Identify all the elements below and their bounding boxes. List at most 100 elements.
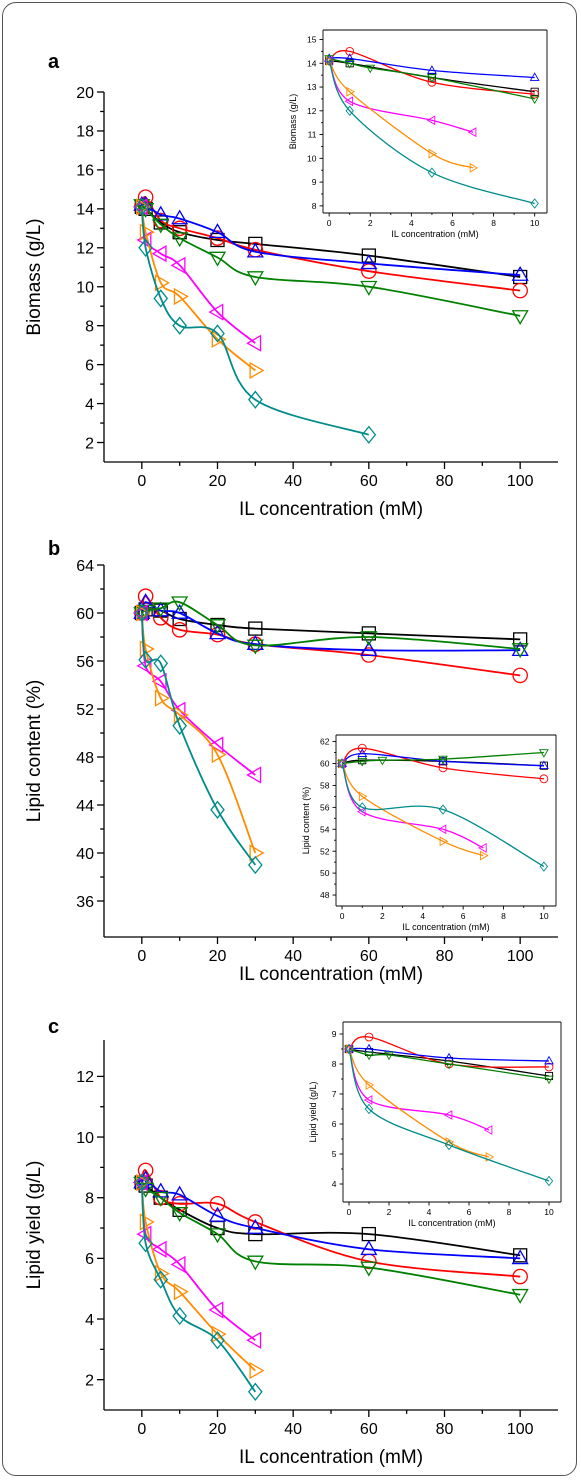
- diamond-marker: [138, 1234, 153, 1253]
- diamond-marker: [134, 1173, 150, 1192]
- series-triangle-up: [133, 593, 529, 657]
- y-tick-label: 11: [308, 130, 317, 140]
- diamond-marker: [544, 1175, 554, 1187]
- x-tick-label: 4: [427, 1207, 432, 1217]
- series-line: [140, 595, 521, 677]
- triangle-right-marker: [439, 836, 449, 847]
- y-tick-label: 8: [332, 1059, 337, 1069]
- triangle-right-marker: [154, 689, 170, 707]
- y-tick-label: 54: [320, 824, 330, 834]
- circle-marker: [512, 1268, 528, 1285]
- triangle-down-marker: [538, 749, 549, 758]
- triangle-up-marker: [208, 1206, 227, 1222]
- series-triangle-left: [132, 604, 262, 784]
- triangle-right-marker: [135, 1173, 151, 1192]
- series-line: [140, 206, 370, 436]
- triangle-down-marker: [544, 1075, 554, 1085]
- x-tick-label: 20: [209, 473, 227, 490]
- x-tick-label: 4: [409, 218, 414, 228]
- diamond-marker: [134, 603, 150, 623]
- triangle-up-marker: [246, 635, 264, 651]
- series-line: [341, 763, 484, 857]
- inset-y-axis-title: Lipid content (%): [301, 787, 311, 855]
- series-line: [140, 1182, 257, 1393]
- triangle-up-marker: [171, 1185, 189, 1201]
- x-tick-label: 80: [436, 1421, 454, 1438]
- series-triangle-right: [135, 1173, 265, 1380]
- triangle-up-marker: [246, 1218, 264, 1234]
- y-tick-label: 36: [76, 894, 94, 911]
- triangle-up-marker: [511, 265, 529, 281]
- series-diamond: [324, 55, 539, 209]
- series-triangle-right: [135, 198, 265, 380]
- inset-x-axis-title: IL concentration (mM): [408, 1218, 495, 1228]
- triangle-left-marker: [323, 55, 333, 66]
- y-tick-label: 15: [307, 35, 317, 45]
- triangle-left-marker: [437, 824, 447, 835]
- y-tick-label: 20: [76, 85, 94, 102]
- series-line: [348, 1048, 490, 1131]
- triangle-down-marker: [384, 1051, 394, 1061]
- diamond-marker: [134, 197, 150, 217]
- diamond-marker: [427, 167, 437, 178]
- series-triangle-down: [337, 749, 549, 769]
- triangle-down-marker: [152, 218, 170, 234]
- x-tick-label: 0: [137, 948, 146, 965]
- y-tick-label: 58: [320, 780, 330, 790]
- circle-marker: [247, 1214, 264, 1230]
- diamond-marker: [337, 758, 347, 769]
- circle-marker: [544, 1062, 554, 1072]
- inset-y-axis-title: Biomass (g/L): [288, 94, 298, 150]
- triangle-down-marker: [511, 643, 529, 659]
- triangle-left-marker: [208, 303, 224, 321]
- triangle-down-marker: [360, 631, 378, 647]
- x-tick-label: 20: [209, 1421, 227, 1438]
- series-line: [140, 1182, 256, 1372]
- circle-marker: [171, 621, 188, 638]
- series-line: [141, 600, 521, 650]
- series-circle: [134, 588, 528, 684]
- triangle-down-marker: [426, 74, 437, 83]
- diamond-marker: [345, 105, 354, 117]
- triangle-left-marker: [132, 198, 148, 216]
- y-tick-label: 12: [307, 106, 317, 116]
- diamond-marker: [438, 804, 448, 815]
- y-tick-label: 7: [332, 1089, 337, 1099]
- y-tick-label: 60: [320, 759, 330, 769]
- series-diamond: [134, 603, 263, 875]
- triangle-right-marker: [173, 287, 189, 306]
- triangle-left-marker: [246, 334, 262, 352]
- triangle-up-marker: [360, 1240, 378, 1256]
- series-line: [341, 752, 544, 767]
- series-line: [140, 612, 257, 866]
- x-axis-title: IL concentration (mM): [239, 1447, 423, 1468]
- y-axis-title: Biomass (g/L): [24, 218, 45, 335]
- inset-b: 0 2 4 6 8 10 48 50 52 54 56 58 60 62 IL concentration …: [301, 734, 557, 932]
- x-tick-label: 10: [544, 1207, 554, 1217]
- triangle-left-marker: [357, 806, 366, 817]
- triangle-down-marker: [246, 1255, 264, 1271]
- diamond-marker: [361, 425, 377, 444]
- triangle-right-marker: [485, 1152, 495, 1162]
- triangle-up-marker: [426, 65, 437, 74]
- series-triangle-left: [323, 55, 477, 138]
- diamond-marker: [138, 238, 153, 257]
- triangle-right-marker: [139, 1213, 155, 1231]
- triangle-up-marker: [538, 760, 549, 770]
- circle-marker: [530, 89, 540, 99]
- y-tick-label: 13: [307, 82, 317, 92]
- circle-marker: [209, 626, 226, 643]
- y-tick-label: 60: [76, 606, 94, 623]
- x-tick-label: 2: [368, 218, 373, 228]
- x-tick-label: 0: [137, 1421, 146, 1438]
- circle-marker: [345, 46, 355, 56]
- y-tick-label: 12: [76, 1069, 94, 1086]
- diamond-marker: [444, 1139, 454, 1151]
- y-tick-label: 56: [76, 654, 94, 671]
- triangle-right-marker: [211, 746, 227, 764]
- circle-marker: [171, 220, 188, 237]
- circle-marker: [171, 1195, 188, 1212]
- circle-marker: [364, 1032, 374, 1042]
- y-tick-label: 10: [307, 153, 317, 163]
